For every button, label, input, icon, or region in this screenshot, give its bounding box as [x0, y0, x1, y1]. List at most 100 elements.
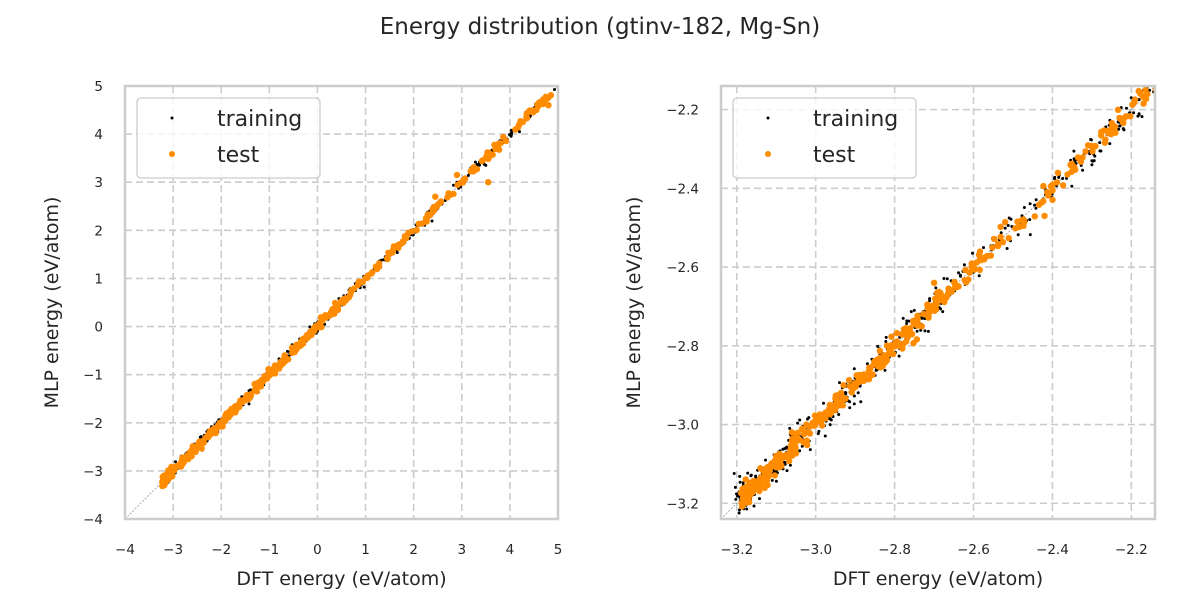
test-point: [1131, 96, 1139, 103]
test-point: [233, 406, 240, 413]
training-point: [1117, 127, 1121, 131]
test-point: [199, 437, 206, 445]
x-tick-label: 4: [506, 542, 515, 558]
test-point: [334, 304, 341, 312]
test-point: [852, 383, 859, 390]
training-point: [796, 421, 800, 425]
test-point: [469, 165, 477, 172]
training-point: [807, 416, 811, 420]
test-point: [930, 279, 938, 286]
test-point: [345, 294, 352, 301]
x-tick-label: −4: [115, 542, 135, 558]
test-point: [789, 435, 796, 443]
y-tick-label: −2.2: [666, 103, 699, 119]
training-point: [828, 417, 832, 421]
test-point: [961, 277, 968, 284]
training-point: [286, 349, 289, 353]
legend-label-training: training: [217, 107, 302, 132]
y-tick-label: 3: [94, 175, 103, 191]
legend-box: [732, 97, 917, 179]
test-point: [265, 366, 272, 373]
training-point: [798, 418, 802, 422]
test-point: [766, 463, 773, 471]
y-tick-label: 0: [94, 320, 103, 336]
test-point: [822, 415, 829, 422]
test-point: [485, 179, 492, 186]
training-point: [907, 319, 911, 323]
axes-frame: [123, 84, 560, 521]
y-tick-label: −2: [83, 416, 103, 432]
test-point: [929, 302, 936, 309]
training-point: [883, 368, 887, 372]
test-point: [1014, 218, 1021, 225]
training-point: [859, 400, 863, 404]
training-point: [477, 163, 481, 167]
test-point: [432, 193, 439, 200]
test-point: [519, 118, 527, 126]
test-point: [478, 157, 486, 165]
training-point: [1090, 163, 1094, 167]
training-point: [838, 381, 841, 385]
x-tick-label: −2.6: [957, 542, 990, 558]
test-point: [300, 340, 307, 347]
y-tick-label: −3.2: [666, 496, 699, 512]
test-point: [512, 126, 519, 133]
training-point: [982, 246, 985, 250]
test-point: [876, 347, 884, 355]
test-point: [238, 397, 246, 404]
training-point: [785, 469, 789, 473]
test-point: [1020, 217, 1028, 224]
test-point: [1092, 142, 1099, 150]
training-point: [926, 329, 930, 333]
training-point: [1006, 224, 1010, 227]
training-point: [884, 340, 888, 343]
test-point: [1114, 106, 1122, 114]
test-point: [270, 367, 277, 374]
training-point: [430, 219, 434, 223]
test-point: [179, 460, 187, 467]
test-point: [523, 110, 530, 117]
training-point: [1098, 141, 1102, 145]
test-point: [228, 405, 235, 413]
test-point: [977, 255, 984, 263]
test-point: [401, 233, 409, 240]
test-point: [778, 462, 785, 470]
test-point: [848, 389, 855, 396]
test-point: [1016, 223, 1023, 231]
training-point: [198, 435, 202, 439]
test-point: [836, 398, 844, 405]
training-point: [247, 402, 251, 406]
x-tick-label: −3.0: [799, 542, 832, 558]
training-point: [1072, 149, 1076, 153]
training-point: [1028, 202, 1032, 206]
training-point: [1034, 198, 1038, 202]
test-point: [1098, 128, 1105, 136]
training-point: [1090, 159, 1094, 163]
training-point: [733, 485, 737, 489]
training-point: [764, 458, 767, 462]
test-point: [800, 430, 808, 438]
test-point: [891, 343, 898, 350]
training-point: [1061, 177, 1065, 180]
test-point: [461, 175, 469, 182]
training-point: [915, 329, 919, 333]
test-point: [953, 282, 960, 289]
training-point: [923, 329, 927, 333]
test-point: [492, 145, 499, 153]
x-tick-label: 5: [554, 542, 563, 558]
test-point: [909, 317, 917, 325]
test-point: [739, 494, 747, 502]
training-point: [971, 251, 974, 255]
left-panel-all-energies: −4 −3 −2 −1 0 1 2 3 4 5 −4 −3 −2 −1 0 1 2 3 4 5 DFT energy (…: [41, 79, 562, 590]
test-point: [901, 331, 908, 338]
training-point: [1028, 218, 1032, 222]
test-point: [1068, 162, 1076, 170]
training-point: [941, 310, 945, 314]
training-point: [788, 463, 792, 467]
test-point: [454, 181, 461, 189]
training-point: [362, 285, 366, 289]
test-point: [860, 377, 867, 384]
test-point: [329, 305, 336, 313]
test-point: [989, 244, 996, 251]
legend-label-test: test: [217, 143, 260, 168]
